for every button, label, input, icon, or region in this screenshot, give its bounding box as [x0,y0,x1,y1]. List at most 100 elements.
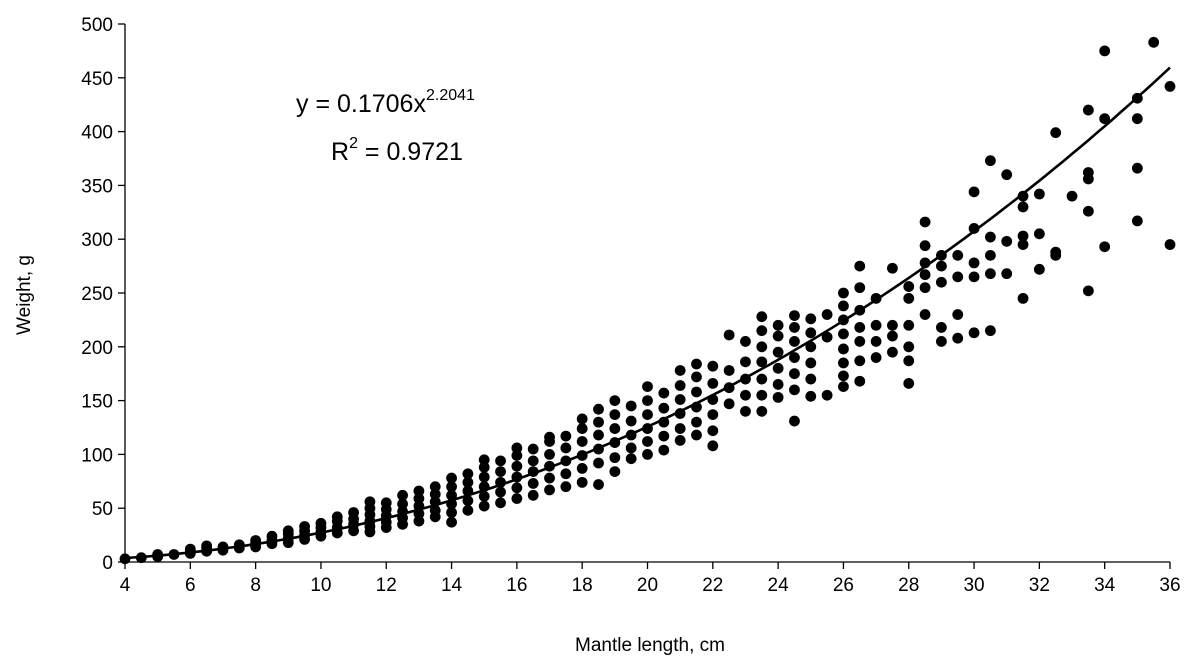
data-point [936,260,947,272]
data-point [903,319,915,331]
data-point [936,336,947,347]
data-point [952,271,964,283]
r2-exponent: 2 [349,135,358,152]
data-point [331,511,343,523]
data-point [936,276,947,288]
data-point [511,482,523,494]
data-point [919,282,931,294]
x-tick-label: 4 [120,575,131,596]
data-point [446,516,457,528]
data-point [609,409,621,420]
data-point [838,287,849,299]
data-point [625,400,637,412]
data-point [674,394,686,405]
data-point [789,415,800,427]
data-point [315,517,327,529]
data-point [968,327,980,339]
data-point [805,341,817,353]
data-point [625,442,637,454]
data-point [707,360,719,372]
data-point [1033,188,1045,200]
data-point [609,452,621,464]
r2-prefix: R [331,138,349,166]
data-point [544,484,555,496]
x-tick-label: 20 [637,575,658,596]
data-point [936,322,947,333]
data-point [968,271,980,283]
data-point [789,322,800,333]
data-point [609,395,621,406]
data-point [838,300,849,312]
data-point [968,223,980,234]
x-tick-label: 34 [1094,575,1116,596]
data-point [772,391,784,403]
data-point [348,507,359,518]
x-tick-label: 12 [376,575,397,596]
data-point [1082,285,1094,297]
data-point [1082,104,1094,116]
data-point [919,309,931,320]
data-point [805,313,817,325]
y-tick-label: 400 [81,123,113,144]
data-point [446,472,457,484]
data-point [723,398,735,410]
data-point [772,362,784,374]
data-point [609,466,621,478]
data-point [674,435,686,446]
data-point [903,292,915,304]
data-point [527,478,539,489]
data-point [642,381,653,393]
data-point [838,381,849,393]
x-tick-label: 30 [963,575,984,596]
data-point [446,481,457,493]
data-point [511,493,523,504]
data-point [805,390,817,402]
data-point [642,449,653,460]
data-point [854,282,866,294]
data-point [462,495,474,507]
x-tick-label: 22 [702,575,723,596]
data-point [789,384,800,396]
data-point [968,257,980,269]
data-point [544,472,555,484]
data-point [544,431,555,443]
data-point [1099,45,1111,57]
data-point [495,455,506,467]
data-point [1066,190,1078,202]
data-point [984,325,996,337]
data-point [413,485,425,497]
data-point [707,377,719,389]
data-point [446,507,457,518]
data-point [691,371,702,383]
x-tick-label: 14 [441,575,463,596]
data-point [1148,36,1160,48]
data-point [511,450,523,461]
data-point [984,231,996,243]
data-point [642,436,653,447]
data-point [1099,241,1111,253]
y-tick-label: 100 [81,445,113,466]
data-point [397,489,408,501]
data-point [707,440,719,452]
data-point [887,330,898,342]
data-point [952,309,964,320]
data-point [1001,268,1013,280]
data-point [625,415,637,427]
data-point [789,368,800,380]
data-point [495,486,506,498]
data-point [282,525,294,537]
data-point [462,476,474,488]
data-point [527,455,539,467]
data-point [1017,201,1029,213]
data-point [495,466,506,478]
data-point [838,357,849,369]
data-point [299,521,311,532]
data-point [560,430,572,442]
data-point [658,402,670,414]
data-point [576,436,588,447]
data-point [511,460,523,472]
data-point [740,389,751,401]
data-point [544,449,555,460]
data-point [429,504,441,516]
data-point [984,268,996,280]
